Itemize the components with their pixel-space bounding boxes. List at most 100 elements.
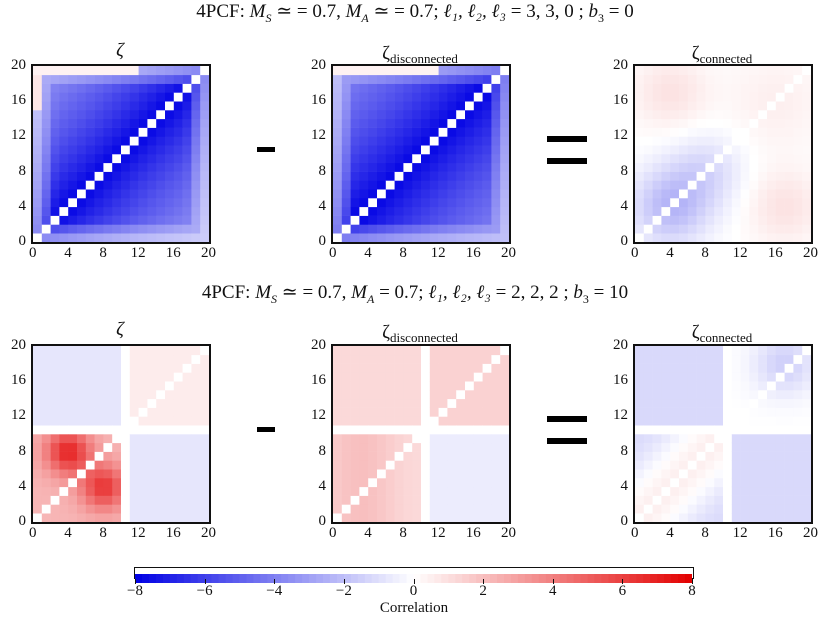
heatmap-cell — [429, 233, 439, 242]
heatmap-cell — [385, 486, 395, 496]
heatmap-cell — [679, 363, 689, 373]
heatmap-cell — [670, 206, 680, 216]
heatmap-cell — [687, 198, 697, 208]
heatmap-cell — [491, 206, 501, 216]
heatmap-cell — [429, 127, 439, 137]
heatmap-cell — [723, 486, 733, 496]
heatmap-cell — [491, 233, 501, 242]
heatmap-cell — [50, 110, 60, 120]
row2-conn-title-base: ζ — [691, 322, 700, 343]
heatmap-cell — [802, 233, 811, 242]
heatmap-cell — [767, 189, 777, 199]
colorbar-segment — [643, 574, 651, 583]
heatmap-cell — [68, 442, 78, 452]
heatmap-cell — [50, 136, 60, 146]
heatmap-cell — [350, 442, 360, 452]
heatmap-cell — [635, 513, 645, 522]
heatmap-cell — [749, 206, 759, 216]
heatmap-cell — [33, 198, 43, 208]
heatmap-cell — [112, 407, 122, 417]
heatmap-cell — [173, 136, 183, 146]
heatmap-cell — [696, 74, 706, 84]
heatmap-cell — [68, 154, 78, 164]
heatmap-cell — [165, 206, 175, 216]
heatmap-cell — [429, 363, 439, 373]
heatmap-cell — [705, 354, 715, 364]
heatmap-cell — [687, 486, 697, 496]
heatmap-cell — [385, 224, 395, 234]
heatmap-cell — [77, 224, 87, 234]
heatmap-cell — [749, 442, 759, 452]
heatmap-cell — [359, 118, 369, 128]
heatmap-cell — [341, 513, 351, 522]
heatmap-cell — [121, 171, 131, 181]
colorbar-segment — [685, 574, 693, 583]
heatmap-cell — [731, 460, 741, 470]
heatmap-cell — [77, 442, 87, 452]
heatmap-cell — [731, 363, 741, 373]
heatmap-cell — [103, 118, 113, 128]
heatmap-cell — [77, 171, 87, 181]
heatmap-cell — [652, 224, 662, 234]
heatmap-cell — [793, 504, 803, 514]
heatmap-cell — [687, 127, 697, 137]
heatmap-cell — [740, 372, 750, 382]
heatmap-cell — [368, 101, 378, 111]
heatmap-cell — [394, 101, 404, 111]
heatmap-cell — [740, 145, 750, 155]
heatmap-cell — [173, 434, 183, 444]
heatmap-cell — [652, 215, 662, 225]
heatmap-cell — [412, 346, 422, 356]
heatmap-cell — [103, 233, 113, 242]
heatmap-cell — [103, 416, 113, 426]
heatmap-cell — [68, 189, 78, 199]
heatmap-cell — [784, 171, 794, 181]
heatmap-cell — [359, 74, 369, 84]
heatmap-cell — [50, 233, 60, 242]
heatmap-cell — [182, 425, 192, 435]
heatmap-cell — [740, 469, 750, 479]
heatmap-cell — [793, 478, 803, 488]
heatmap-cell — [182, 162, 192, 172]
heatmap-cell — [491, 513, 501, 522]
y-tick-label: 4 — [18, 477, 27, 494]
row1-connected-heatmap — [633, 64, 813, 244]
y-tick-label: 4 — [620, 477, 629, 494]
heatmap-cell — [173, 486, 183, 496]
heatmap-cell — [350, 154, 360, 164]
heatmap-cell — [129, 416, 139, 426]
x-tick-label: 16 — [165, 525, 181, 541]
heatmap-cell — [429, 434, 439, 444]
heatmap-cell — [758, 180, 768, 190]
heatmap-cell — [758, 442, 768, 452]
heatmap-cell — [333, 215, 343, 225]
heatmap-cell — [359, 460, 369, 470]
heatmap-cell — [333, 127, 343, 137]
heatmap-cell — [661, 451, 671, 461]
heatmap-cell — [473, 66, 483, 76]
heatmap-cell — [341, 74, 351, 84]
heatmap-cell — [333, 372, 343, 382]
heatmap-cell — [165, 224, 175, 234]
heatmap-cell — [447, 390, 457, 400]
heatmap-cell — [802, 127, 811, 137]
heatmap-cell — [767, 346, 777, 356]
heatmap-cell — [200, 118, 209, 128]
heatmap-cell — [173, 372, 183, 382]
heatmap-cell — [421, 171, 431, 181]
heatmap-cell — [129, 469, 139, 479]
heatmap-cell — [33, 66, 43, 76]
heatmap-cell — [643, 504, 653, 514]
heatmap-cell — [670, 354, 680, 364]
heatmap-cell — [33, 478, 43, 488]
heatmap-cell — [121, 110, 131, 120]
heatmap-cell — [705, 398, 715, 408]
heatmap-cell — [661, 372, 671, 382]
colorbar-segment — [615, 574, 623, 583]
heatmap-cell — [482, 74, 492, 84]
heatmap-cell — [191, 136, 201, 146]
heatmap-cell — [652, 495, 662, 505]
heatmap-cell — [723, 372, 733, 382]
heatmap-cell — [749, 127, 759, 137]
heatmap-cell — [661, 198, 671, 208]
